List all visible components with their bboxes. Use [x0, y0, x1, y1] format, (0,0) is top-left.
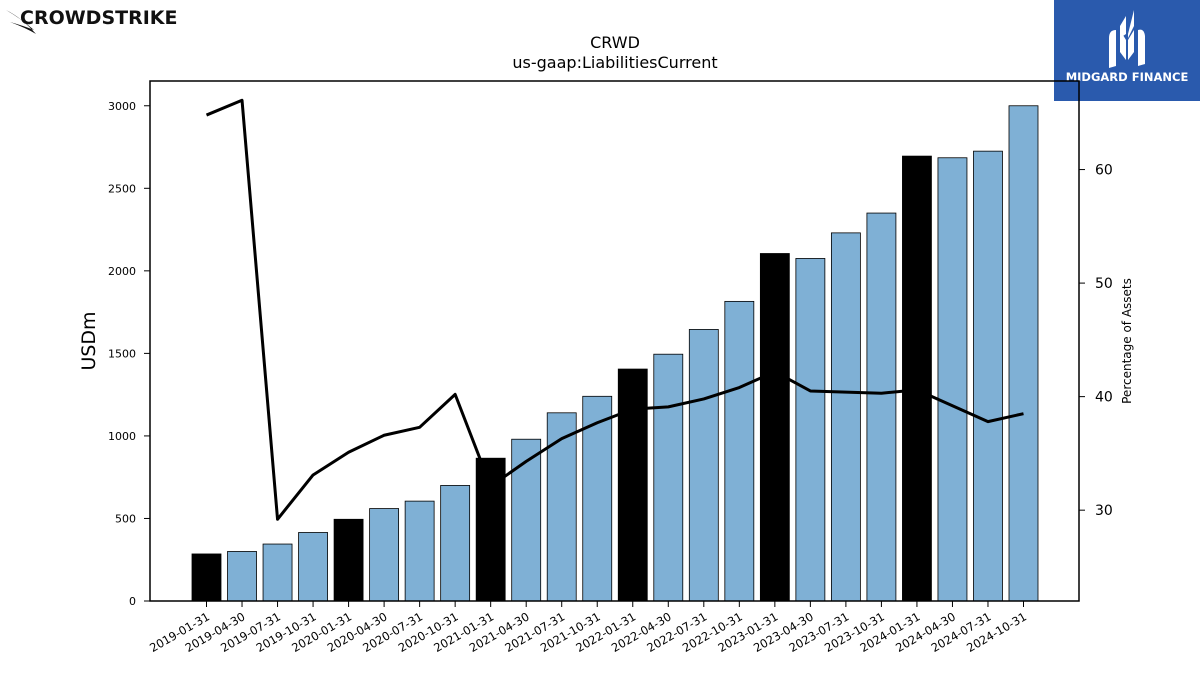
y-axis-label: USDm	[78, 311, 100, 370]
y2-axis-label: Percentage of Assets	[1120, 278, 1134, 404]
y2-tick-label: 30	[1095, 503, 1113, 519]
bar-2019-10-31	[298, 532, 328, 602]
bar-2022-07-31	[688, 329, 719, 602]
bar-2021-01-31	[475, 457, 506, 602]
y-tick-label: 0	[129, 595, 136, 608]
bar-2023-07-31	[830, 232, 861, 602]
midgard-m-icon	[1109, 10, 1145, 68]
chart-title: CRWD	[590, 33, 640, 52]
bar-2019-04-30	[227, 551, 257, 602]
y-tick-label: 2500	[108, 182, 136, 195]
x-axis: 2019-01-312019-04-302019-07-312019-10-31…	[147, 601, 1029, 655]
bar-2021-07-31	[546, 412, 577, 602]
bar-2019-07-31	[262, 543, 293, 602]
percentage-line	[205, 98, 1024, 521]
bar-2020-10-31	[440, 485, 471, 602]
bar-2022-04-30	[653, 353, 684, 602]
y-tick-label: 1500	[108, 347, 136, 360]
falcon-icon	[6, 10, 36, 34]
y2-tick-label: 50	[1095, 276, 1113, 292]
bar-2024-04-30	[937, 157, 968, 602]
bar-2024-10-31	[1008, 105, 1039, 602]
bar-2020-07-31	[404, 500, 435, 602]
crowdstrike-logo-text: CROWDSTRIKE	[20, 7, 178, 29]
bar-2020-04-30	[369, 508, 400, 602]
chart-subtitle: us-gaap:LiabilitiesCurrent	[512, 53, 717, 72]
bar-2022-10-31	[724, 300, 755, 602]
bar-2019-01-31	[191, 553, 222, 602]
bar-2024-07-31	[973, 150, 1003, 602]
left-y-axis: 0 500 1000 1500 2000 2500 3000	[108, 100, 150, 608]
y-tick-label: 2000	[108, 265, 136, 278]
bar-2023-01-31	[759, 253, 790, 602]
bar-2023-04-30	[795, 258, 826, 602]
crowdstrike-logo: CROWDSTRIKE	[4, 4, 204, 44]
bar-2021-04-30	[511, 438, 542, 602]
bar-2021-10-31	[582, 395, 613, 602]
line-series	[205, 98, 1024, 521]
midgard-finance-logo-text: MIDGARD FINANCE	[1066, 70, 1189, 84]
right-y-axis: 30 40 50 60	[1079, 163, 1113, 519]
midgard-finance-logo: MIDGARD FINANCE	[1054, 0, 1200, 101]
y-tick-label: 3000	[108, 100, 136, 113]
bar-series	[191, 105, 1039, 602]
bar-2023-10-31	[866, 212, 897, 602]
plot-frame	[149, 80, 1080, 602]
y-tick-label: 500	[115, 512, 136, 525]
bar-2024-01-31	[902, 155, 932, 602]
bar-2022-01-31	[617, 368, 648, 602]
y2-tick-label: 60	[1095, 163, 1113, 179]
bar-2020-01-31	[333, 518, 364, 602]
y-tick-label: 1000	[108, 430, 136, 443]
y2-tick-label: 40	[1095, 390, 1113, 406]
